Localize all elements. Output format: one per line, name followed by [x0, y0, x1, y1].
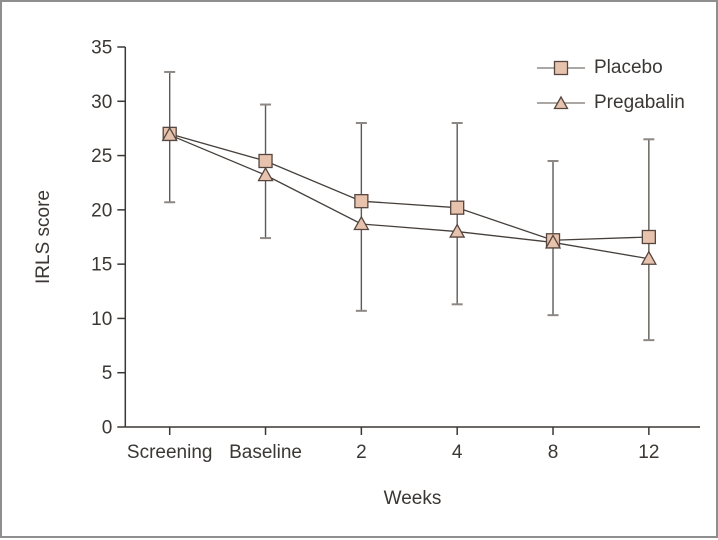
x-tick-label: Baseline [229, 442, 302, 463]
x-tick-label: Screening [127, 442, 213, 463]
series-line-pregabalin [169, 134, 649, 260]
x-tick-label: 8 [548, 442, 559, 463]
y-tick-label: 0 [102, 418, 113, 439]
placebo-square-marker [258, 153, 273, 169]
pregabalin-triangle-marker [161, 126, 178, 142]
y-tick-label: 35 [91, 38, 112, 59]
pregabalin-triangle-marker [544, 234, 562, 249]
placebo-square-marker-icon [537, 60, 585, 76]
y-tick-label: 20 [91, 200, 112, 221]
pregabalin-triangle-marker [353, 215, 370, 231]
x-tick-label: 2 [356, 442, 367, 463]
x-axis-title: Weeks [383, 488, 442, 509]
y-axis-title: IRLS score [33, 190, 54, 284]
pregabalin-triangle-marker [640, 250, 657, 265]
y-tick-label: 15 [91, 255, 112, 276]
placebo-square-marker [354, 194, 369, 209]
legend-item-placebo: Placebo [536, 57, 685, 79]
x-tick-label: 12 [638, 442, 659, 463]
y-tick-label: 25 [91, 146, 112, 167]
placebo-square-marker [641, 229, 656, 245]
legend-label-placebo: Placebo [594, 57, 663, 78]
series-line-placebo [169, 133, 649, 241]
pregabalin-triangle-marker-icon [537, 95, 585, 110]
y-tick-label: 5 [102, 363, 113, 384]
legend: Placebo Pregabalin [536, 57, 685, 114]
legend-label-pregabalin: Pregabalin [594, 92, 685, 113]
pregabalin-triangle-marker [449, 223, 466, 238]
y-tick-label: 10 [91, 309, 112, 330]
x-tick-label: 4 [452, 442, 463, 463]
legend-item-pregabalin: Pregabalin [536, 92, 685, 114]
placebo-square-marker [450, 200, 465, 215]
y-tick-label: 30 [91, 92, 112, 113]
pregabalin-triangle-marker [257, 166, 274, 182]
